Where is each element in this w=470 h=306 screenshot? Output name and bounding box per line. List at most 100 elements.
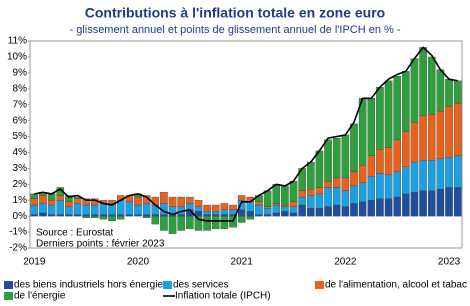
bar-segment	[47, 200, 56, 206]
bar-segment	[134, 204, 142, 215]
y-tick-label: 10%	[7, 52, 27, 63]
bar-segment	[419, 47, 427, 116]
bar-segment	[134, 196, 142, 206]
bar-segment	[220, 203, 229, 210]
legend-swatch	[163, 281, 172, 289]
bar-segment	[125, 214, 134, 217]
bar-segment	[65, 195, 73, 202]
bar-segment	[281, 206, 289, 212]
bar-segment	[419, 115, 427, 161]
bar-segment	[341, 177, 350, 191]
bar-segment	[453, 102, 462, 156]
bar-segment	[65, 206, 73, 215]
bar-segment	[255, 204, 263, 215]
bar-segment	[419, 160, 427, 191]
legend-label: de l'alimentation, alcool et tabac	[325, 280, 467, 291]
bar-segment	[281, 211, 289, 217]
bar-segment	[99, 203, 108, 215]
y-tick-label: 1%	[13, 195, 28, 206]
bar-segment	[237, 216, 246, 223]
y-tick-label: 11%	[8, 36, 27, 47]
bar-segment	[168, 196, 177, 207]
bar-segment	[367, 176, 376, 201]
bar-segment	[186, 203, 194, 210]
chart-subtitle: - glissement annuel et points de glissem…	[69, 24, 400, 36]
bar-segment	[427, 160, 436, 191]
bar-segment	[324, 139, 332, 182]
bar-segment	[211, 211, 220, 215]
bar-segment	[341, 190, 350, 207]
bar-segment	[376, 198, 384, 217]
bar-segment	[436, 110, 445, 159]
bar-segment	[186, 216, 194, 230]
bar-segment	[384, 198, 393, 217]
bar-segment	[315, 193, 324, 209]
x-tick-label: 2023	[438, 257, 461, 268]
bar-segment	[410, 192, 419, 217]
bar-segment	[203, 211, 211, 215]
bar-segment	[367, 200, 376, 217]
y-tick-label: 9%	[13, 67, 28, 78]
bar-segment	[151, 214, 160, 217]
bar-segment	[203, 204, 211, 212]
bar-segment	[39, 212, 47, 217]
bar-segment	[384, 80, 393, 148]
bar-segment	[194, 200, 203, 207]
bar-segment	[65, 214, 73, 217]
bar-segment	[358, 201, 367, 217]
bar-segment	[39, 195, 47, 204]
bar-segment	[134, 214, 142, 217]
bar-segment	[91, 214, 99, 217]
legend-label: de l'énergie	[14, 291, 66, 302]
bar-segment	[91, 216, 99, 218]
bar-segment	[402, 166, 410, 195]
bar-segment	[307, 161, 315, 190]
bar-segment	[220, 214, 229, 217]
bar-segment	[73, 198, 82, 204]
bar-segment	[436, 69, 445, 112]
bar-segment	[263, 190, 272, 207]
bar-segment	[298, 190, 306, 198]
bar-segment	[307, 188, 315, 196]
bar-segment	[255, 214, 263, 217]
bar-segment	[453, 80, 462, 104]
bar-segment	[436, 158, 445, 190]
bar-segment	[350, 185, 358, 204]
x-tick-label: 2020	[127, 257, 150, 268]
bar-segment	[160, 216, 168, 231]
y-tick-label: 3%	[13, 163, 28, 174]
bar-segment	[237, 195, 246, 201]
bar-segment	[30, 193, 39, 199]
bar-segment	[281, 185, 289, 206]
bar-segment	[168, 216, 177, 234]
bar-segment	[211, 204, 220, 212]
bar-segment	[116, 214, 125, 217]
bar-segment	[367, 155, 376, 177]
bar-segment	[384, 147, 393, 175]
bar-segment	[220, 216, 229, 230]
bar-segment	[203, 214, 211, 217]
bar-segment	[203, 216, 211, 231]
y-tick-label: 7%	[13, 99, 28, 110]
bar-segment	[186, 196, 194, 204]
y-tick-label: 4%	[13, 147, 28, 158]
bar-segment	[289, 212, 298, 217]
bar-segment	[39, 203, 47, 214]
bar-segment	[332, 177, 341, 188]
bar-segment	[445, 157, 453, 188]
bar-segment	[56, 214, 65, 217]
bar-segment	[56, 195, 65, 201]
bar-segment	[419, 190, 427, 217]
bar-segment	[341, 206, 350, 217]
legend-label: des services	[173, 280, 229, 291]
bar-segment	[332, 187, 341, 206]
bar-segment	[255, 201, 263, 206]
bar-segment	[65, 201, 73, 207]
annotation: Source : Eurostat	[36, 228, 113, 239]
bar-segment	[177, 196, 185, 207]
x-tick-label: 2022	[334, 257, 357, 268]
bar-segment	[324, 206, 332, 217]
legend-swatch	[4, 281, 13, 289]
bar-segment	[142, 216, 151, 218]
bar-segment	[73, 214, 82, 217]
